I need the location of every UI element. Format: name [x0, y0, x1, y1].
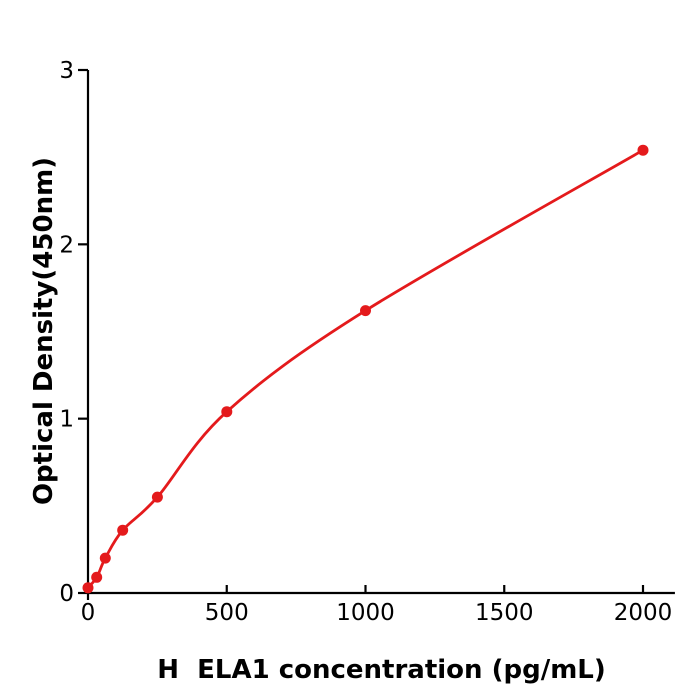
data-point [151, 491, 163, 503]
y-axis-title: Optical Density(450nm) [29, 156, 59, 506]
data-point [91, 571, 103, 583]
y-tick-label: 1 [59, 407, 74, 433]
y-tick-label: 3 [59, 58, 74, 84]
data-point [637, 144, 649, 156]
y-tick-label: 0 [59, 581, 74, 607]
data-point [82, 582, 94, 594]
data-point [117, 524, 129, 536]
x-tick-label: 2000 [614, 600, 673, 626]
fit-curve [86, 148, 645, 590]
x-tick-label: 0 [81, 600, 96, 626]
x-axis-title: H ELA1 concentration (pg/mL) [157, 655, 606, 685]
data-point [99, 552, 111, 564]
data-point [221, 406, 233, 418]
data-point [360, 305, 371, 317]
x-tick-label: 1000 [336, 600, 395, 626]
y-tick-label: 2 [59, 232, 74, 258]
plot-area: 0 500 1000 1500 2000 0 1 2 3 [59, 58, 675, 626]
x-tick-label: 1500 [475, 600, 534, 626]
x-tick-label: 500 [205, 600, 249, 626]
